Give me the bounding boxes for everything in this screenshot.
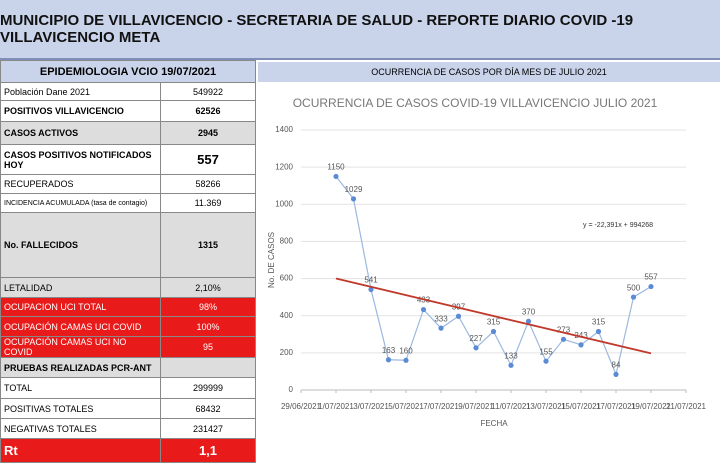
y-tick-label: 0 bbox=[289, 385, 294, 394]
point bbox=[508, 362, 514, 368]
data-label: 315 bbox=[487, 318, 501, 327]
x-tick-label: 3/07/2021 bbox=[353, 402, 389, 411]
point bbox=[560, 336, 567, 342]
data-label: 155 bbox=[539, 347, 553, 356]
y-tick-label: 1000 bbox=[275, 199, 293, 208]
cell-value: 1315 bbox=[160, 212, 256, 278]
point bbox=[578, 342, 584, 348]
epi-table: EPIDEMIOLOGIA VCIO 19/07/2021 Población D… bbox=[0, 60, 256, 463]
point bbox=[595, 328, 602, 335]
cell-value: 11.369 bbox=[160, 193, 256, 213]
point bbox=[490, 328, 497, 335]
y-tick-label: 600 bbox=[280, 274, 294, 283]
point bbox=[455, 313, 462, 319]
data-label: 227 bbox=[469, 334, 483, 343]
cell-value: 2,10% bbox=[160, 277, 256, 298]
table-row: RECUPERADOS 58266 bbox=[0, 174, 256, 194]
x-tick-label: 9/07/2021 bbox=[458, 402, 494, 411]
point bbox=[385, 357, 392, 363]
cell-label: CASOS POSITIVOS NOTIFICADOS HOY bbox=[0, 144, 161, 175]
data-label: 370 bbox=[522, 307, 536, 316]
cell-value: 100% bbox=[160, 316, 256, 337]
data-label: 1029 bbox=[345, 185, 363, 194]
point bbox=[473, 345, 479, 351]
x-tick-label: 7/07/2021 bbox=[423, 402, 459, 411]
x-axis-label: FECHA bbox=[480, 419, 508, 428]
cell-label: PRUEBAS REALIZADAS PCR-ANT bbox=[0, 357, 161, 378]
y-tick-label: 800 bbox=[280, 237, 294, 246]
cell-value: 2945 bbox=[160, 121, 256, 145]
point bbox=[438, 325, 444, 331]
y-axis-label: No. DE CASOS bbox=[267, 232, 276, 288]
data-label: 315 bbox=[592, 318, 606, 327]
table-row: TOTAL 299999 bbox=[0, 377, 256, 399]
point bbox=[368, 286, 374, 293]
table-row: POSITIVAS TOTALES 68432 bbox=[0, 398, 256, 419]
table-row: NEGATIVAS TOTALES 231427 bbox=[0, 418, 256, 439]
point bbox=[630, 294, 637, 300]
x-tick-label: 5/07/2021 bbox=[388, 402, 424, 411]
data-label: 333 bbox=[434, 314, 448, 323]
point bbox=[525, 318, 532, 324]
cell-label: LETALIDAD bbox=[0, 277, 161, 298]
cell-label: No. FALLECIDOS bbox=[0, 212, 161, 278]
data-label: 160 bbox=[399, 346, 413, 355]
data-label: 273 bbox=[557, 325, 571, 334]
cell-label: OCUPACIÓN CAMAS UCI COVID bbox=[0, 316, 161, 337]
table-row: LETALIDAD 2,10% bbox=[0, 277, 256, 298]
x-tick-label: 11/07/2021 bbox=[491, 402, 531, 411]
table-row: PRUEBAS REALIZADAS PCR-ANT bbox=[0, 357, 256, 378]
x-tick-label: 13/07/2021 bbox=[526, 402, 567, 411]
chart-title: OCURRENCIA DE CASOS COVID-19 VILLAVICENC… bbox=[293, 96, 658, 110]
point bbox=[403, 357, 409, 363]
table-row: OCUPACIÓN CAMAS UCI COVID 100% bbox=[0, 316, 256, 337]
x-tick-label: 17/07/2021 bbox=[596, 402, 637, 411]
point bbox=[333, 173, 339, 180]
data-label: 163 bbox=[382, 346, 396, 355]
cell-value bbox=[160, 357, 256, 378]
data-label: 243 bbox=[574, 331, 588, 340]
x-tick-label: 15/07/2021 bbox=[561, 402, 602, 411]
table-row: OCUPACION UCI TOTAL 98% bbox=[0, 297, 256, 317]
cell-label: OCUPACIÓN CAMAS UCI NO COVID bbox=[0, 336, 161, 358]
y-tick-label: 1400 bbox=[275, 125, 293, 134]
chart: OCURRENCIA DE CASOS COVID-19 VILLAVICENC… bbox=[267, 96, 707, 428]
data-label: 557 bbox=[644, 273, 658, 282]
y-tick-label: 200 bbox=[280, 348, 294, 357]
point bbox=[613, 371, 619, 377]
series-line bbox=[335, 176, 652, 377]
x-tick-label: 1/07/2021 bbox=[318, 402, 354, 411]
point bbox=[543, 358, 549, 364]
cell-value: 95 bbox=[160, 336, 256, 358]
table-row: No. FALLECIDOS 1315 bbox=[0, 212, 256, 278]
table-row: OCUPACIÓN CAMAS UCI NO COVID 95 bbox=[0, 336, 256, 358]
x-tick-label: 29/06/2021 bbox=[281, 402, 322, 411]
data-label: 1150 bbox=[327, 163, 345, 172]
table-row: INCIDENCIA ACUMULADA (tasa de contagio) 1… bbox=[0, 193, 256, 213]
data-label: 500 bbox=[627, 283, 641, 292]
data-label: 133 bbox=[504, 351, 518, 360]
trend-equation: y = -22,391x + 994268 bbox=[583, 222, 653, 229]
panel-title: OCURRENCIA DE CASOS POR DÍA MES DE JULIO… bbox=[258, 62, 720, 82]
trendline bbox=[335, 277, 652, 355]
table-title: EPIDEMIOLOGIA VCIO 19/07/2021 bbox=[0, 60, 256, 83]
point bbox=[350, 196, 357, 202]
cell-label: OCUPACION UCI TOTAL bbox=[0, 297, 161, 317]
data-label: 84 bbox=[612, 361, 621, 370]
point bbox=[648, 283, 654, 290]
x-tick-label: 19/07/2021 bbox=[631, 402, 672, 411]
table-row: POSITIVOS VILLAVICENCIO 62526 bbox=[0, 100, 256, 122]
x-tick-label: 21/07/2021 bbox=[666, 402, 707, 411]
point bbox=[420, 306, 427, 313]
header-title: MUNICIPIO DE VILLAVICENCIO - SECRETARIA … bbox=[0, 0, 720, 60]
y-tick-label: 1200 bbox=[275, 162, 293, 171]
y-tick-label: 400 bbox=[280, 311, 294, 320]
data-label: 541 bbox=[364, 276, 378, 285]
